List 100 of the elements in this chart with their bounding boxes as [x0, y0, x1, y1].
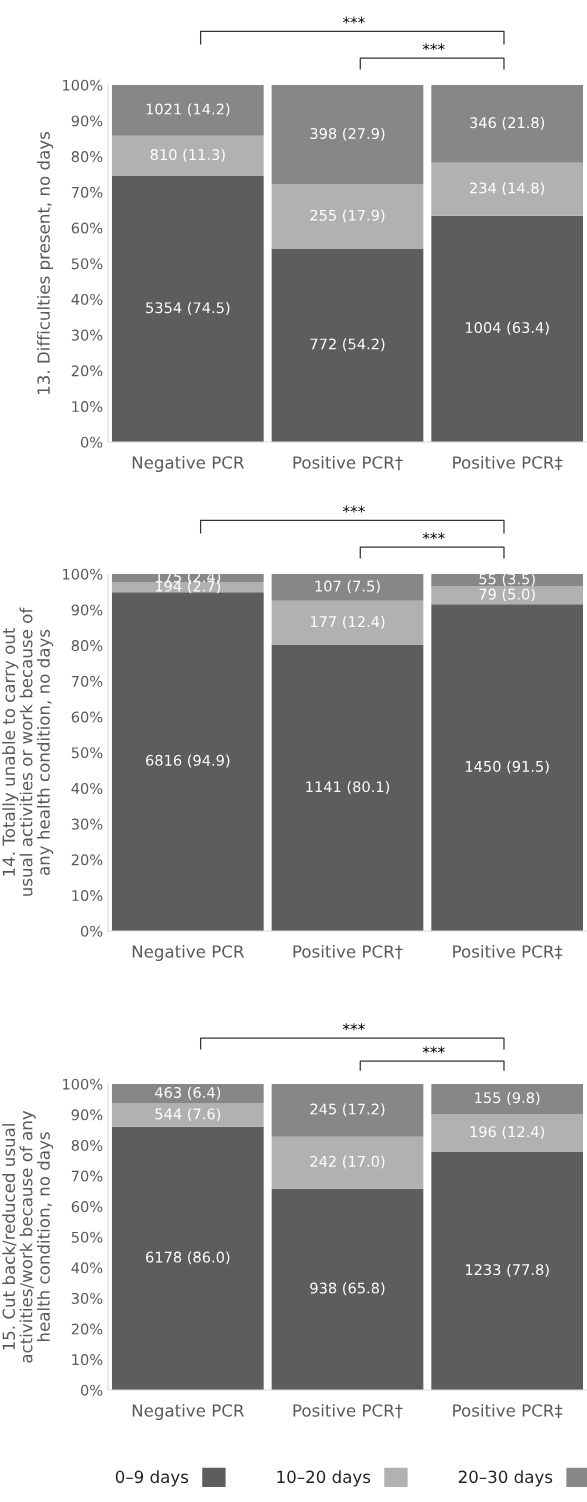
y-tick-label: 0%: [80, 436, 103, 448]
bar: [111, 592, 264, 931]
y-tick-label: 80%: [71, 1139, 103, 1151]
y-tick-label: 20%: [71, 365, 103, 377]
y-tick-label: 30%: [71, 1292, 103, 1304]
bar: [271, 85, 424, 185]
text: ***: [342, 16, 365, 24]
bar: [271, 1084, 424, 1137]
bar: [271, 600, 424, 646]
data-label: 107 (7.5): [315, 580, 380, 594]
data-label: 234 (14.8): [470, 182, 545, 196]
data-label: 346 (21.8): [470, 116, 545, 130]
bar: [431, 85, 584, 163]
bar: [271, 1188, 424, 1390]
x-tick-label: Positive PCR‡: [453, 455, 563, 471]
x-tick-label: Positive PCR‡: [453, 1403, 563, 1419]
y-axis-title: 14. Totally unable to carry out usual activities or work because of any health condition, no days: [2, 607, 54, 896]
y-tick-label: 50%: [71, 1231, 103, 1243]
y-tick-label: 90%: [71, 115, 103, 127]
x-tick-label: Negative PCR: [132, 944, 245, 962]
y-tick-label: 40%: [71, 1262, 103, 1274]
data-label: 79 (5.0): [479, 588, 535, 602]
bar: [431, 162, 584, 216]
y-tick-label: 60%: [71, 222, 103, 234]
data-label: 938 (65.8): [310, 1282, 385, 1296]
y-axis-title: 13. Difficulties present, no days: [36, 131, 54, 395]
data-label: 810 (11.3): [150, 148, 225, 162]
bar: [271, 184, 424, 249]
data-label: 255 (17.9): [310, 209, 385, 223]
y-tick-label: 0%: [80, 925, 103, 937]
bar: [111, 135, 264, 177]
x-tick-label: Negative PCR: [132, 455, 245, 473]
y-tick-label: 0%: [80, 1384, 103, 1396]
data-label: 155 (9.8): [475, 1091, 540, 1105]
legend-label: 20–30 days: [458, 1470, 553, 1487]
bar: [431, 586, 584, 605]
y-tick-label: 100%: [63, 568, 103, 580]
data-label: 6816 (94.9): [146, 754, 230, 768]
data-label: 6178 (86.0): [146, 1251, 230, 1265]
data-label: 242 (17.0): [310, 1155, 385, 1169]
data-label: 1233 (77.8): [465, 1263, 549, 1277]
y-tick-label: 70%: [71, 1170, 103, 1182]
y-tick-label: 80%: [71, 640, 103, 652]
bar: [111, 176, 264, 442]
x-tick-label: Positive PCR†: [293, 455, 403, 471]
y-tick-label: 30%: [71, 329, 103, 341]
x-tick-label: Negative PCR: [132, 1403, 245, 1421]
text: ***: [422, 1046, 445, 1054]
bar: [111, 85, 264, 136]
y-tick-label: 40%: [71, 293, 103, 305]
bar: [431, 215, 584, 442]
bar: [431, 1151, 584, 1390]
text: ***: [342, 505, 365, 513]
y-tick-label: 60%: [71, 711, 103, 723]
x-tick-label: Positive PCR†: [293, 944, 403, 960]
y-tick-label: 100%: [63, 1078, 103, 1090]
bar: [271, 248, 424, 442]
legend-label: 10–20 days: [277, 1470, 371, 1487]
data-label: 245 (17.2): [310, 1103, 385, 1117]
y-tick-label: 30%: [71, 818, 103, 830]
bar: [431, 1113, 584, 1152]
legend-label: 0–9 days: [115, 1470, 189, 1487]
data-label: 55 (3.5): [479, 573, 535, 587]
text: ***: [422, 532, 445, 540]
data-label: 1141 (80.1): [306, 780, 390, 794]
bar: [271, 1136, 424, 1189]
data-label: 1021 (14.2): [146, 103, 230, 117]
y-tick-label: 40%: [71, 782, 103, 794]
data-label: 177 (12.4): [310, 615, 385, 629]
bar: [431, 1084, 584, 1114]
text: ***: [422, 43, 445, 51]
y-tick-label: 50%: [71, 258, 103, 270]
data-label: 544 (7.6): [155, 1108, 221, 1122]
data-label: 463 (6.4): [155, 1086, 221, 1100]
bar: [111, 1126, 264, 1390]
data-label: 196 (12.4): [470, 1125, 545, 1139]
data-label: 1004 (63.4): [465, 321, 549, 335]
bar: [111, 1103, 264, 1127]
y-tick-label: 90%: [71, 1109, 103, 1121]
y-tick-label: 10%: [72, 1354, 103, 1366]
y-tick-label: 60%: [71, 1201, 103, 1213]
bar: [271, 645, 424, 931]
data-label: 5354 (74.5): [146, 301, 230, 315]
data-label: 1450 (91.5): [465, 760, 549, 774]
x-tick-label: Positive PCR†: [293, 1403, 403, 1419]
y-tick-label: 100%: [63, 79, 103, 91]
y-tick-label: 10%: [72, 890, 103, 902]
y-tick-label: 20%: [71, 854, 103, 866]
y-tick-label: 70%: [71, 186, 103, 198]
data-label: 398 (27.9): [310, 127, 385, 141]
x-tick-label: Positive PCR‡: [453, 944, 563, 960]
y-tick-label: 80%: [71, 151, 103, 163]
y-tick-label: 50%: [71, 747, 103, 759]
y-tick-label: 20%: [71, 1323, 103, 1335]
y-axis-title: 15. Cut back/reduced usual activities/work because of any health condition, no days: [2, 1110, 54, 1363]
bar: [271, 574, 424, 601]
y-tick-label: 70%: [71, 675, 103, 687]
text: ***: [342, 1023, 365, 1031]
bar: [431, 604, 584, 931]
y-tick-label: 10%: [72, 401, 103, 413]
